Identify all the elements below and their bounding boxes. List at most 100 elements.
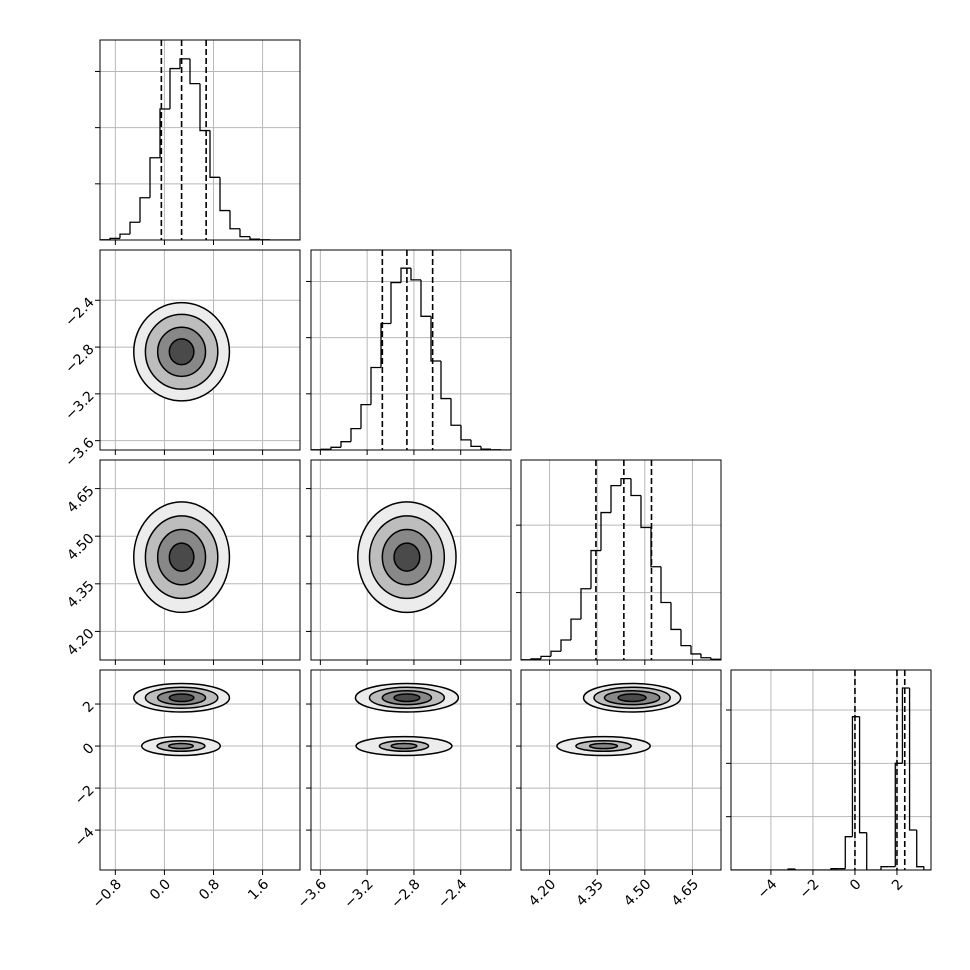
histogram-bin bbox=[179, 58, 190, 69]
histogram-bin bbox=[139, 197, 150, 223]
panel-frame bbox=[99, 459, 301, 661]
contour bbox=[588, 742, 619, 750]
histogram-bin bbox=[460, 425, 471, 441]
panel-frame bbox=[99, 249, 301, 451]
histogram-bin bbox=[880, 866, 889, 870]
histogram-bin bbox=[169, 67, 180, 109]
histogram-bin bbox=[119, 233, 130, 239]
histogram-bin bbox=[620, 478, 631, 486]
panel-frame bbox=[310, 459, 512, 661]
panel bbox=[311, 250, 511, 450]
contour bbox=[168, 338, 195, 366]
y-tick-label: −3.6 bbox=[62, 435, 97, 470]
histogram-bin bbox=[380, 322, 391, 368]
x-tick-label: 4.20 bbox=[526, 876, 559, 909]
histogram-bin bbox=[480, 446, 491, 450]
y-tick-label: 4.35 bbox=[64, 578, 97, 611]
histogram-bin bbox=[894, 762, 903, 867]
histogram-bin bbox=[660, 566, 671, 604]
histogram-bin bbox=[330, 446, 341, 450]
y-tick-label: −2.8 bbox=[62, 341, 97, 376]
panel-frame bbox=[99, 669, 301, 871]
contour bbox=[390, 742, 418, 750]
histogram-bin bbox=[109, 237, 120, 240]
panel bbox=[100, 670, 300, 870]
histogram-bin bbox=[370, 366, 381, 405]
x-tick-label: 0 bbox=[847, 876, 865, 894]
panel-frame bbox=[730, 669, 932, 871]
histogram-bin bbox=[470, 439, 481, 448]
histogram-bin bbox=[249, 236, 260, 240]
x-tick-label: −3.6 bbox=[295, 876, 330, 911]
histogram-bin bbox=[570, 618, 581, 640]
histogram-bin bbox=[430, 316, 441, 362]
histogram-bin bbox=[560, 639, 571, 652]
y-tick-label: 4.65 bbox=[64, 483, 97, 516]
y-tick-label: −2 bbox=[72, 782, 98, 808]
histogram-bin bbox=[600, 511, 611, 551]
histogram-bin bbox=[530, 658, 541, 660]
y-tick-label: −4 bbox=[72, 824, 98, 850]
histogram-bin bbox=[129, 221, 140, 235]
histogram-bin bbox=[690, 645, 701, 655]
contour bbox=[617, 693, 647, 703]
histogram-bin bbox=[189, 58, 200, 85]
histogram-bin bbox=[219, 177, 230, 212]
histogram-bin bbox=[350, 428, 361, 442]
histogram-bin bbox=[630, 478, 641, 497]
panel bbox=[100, 40, 300, 240]
panel bbox=[311, 460, 511, 660]
panel bbox=[311, 670, 511, 870]
histogram-bin bbox=[450, 398, 461, 426]
histogram-bin bbox=[866, 832, 874, 870]
contour bbox=[168, 693, 195, 703]
x-tick-label: −0.8 bbox=[90, 876, 125, 911]
histogram-bin bbox=[390, 281, 401, 324]
contour bbox=[393, 542, 421, 572]
x-tick-label: 1.6 bbox=[245, 876, 272, 903]
histogram-bin bbox=[340, 441, 351, 448]
x-tick-label: −2.4 bbox=[435, 876, 470, 911]
histogram-bin bbox=[610, 484, 621, 513]
histogram-bin bbox=[916, 830, 924, 868]
panel bbox=[521, 460, 721, 660]
y-tick-label: −2.4 bbox=[62, 295, 97, 330]
histogram-bin bbox=[908, 688, 917, 831]
y-tick-label: 4.50 bbox=[64, 531, 97, 564]
histogram-bin bbox=[209, 130, 220, 178]
y-tick-label: 2 bbox=[80, 698, 98, 716]
panel bbox=[100, 460, 300, 660]
histogram-bin bbox=[159, 108, 170, 158]
histogram-bin bbox=[440, 361, 451, 400]
histogram-bin bbox=[650, 527, 661, 568]
x-tick-label: −4 bbox=[755, 876, 781, 902]
y-tick-label: 4.20 bbox=[64, 626, 97, 659]
x-tick-label: 4.50 bbox=[621, 876, 654, 909]
histogram-bin bbox=[229, 210, 240, 230]
histogram-bin bbox=[700, 653, 711, 659]
panel bbox=[731, 670, 931, 870]
histogram-bin bbox=[590, 549, 601, 589]
panel-frame bbox=[520, 459, 722, 661]
histogram-bin bbox=[901, 687, 910, 764]
histogram-bin bbox=[400, 267, 411, 283]
histogram-bin bbox=[360, 403, 371, 429]
y-tick-label: −3.2 bbox=[62, 388, 97, 423]
panel-frame bbox=[310, 249, 512, 451]
histogram-bin bbox=[410, 268, 421, 281]
histogram-bin bbox=[844, 836, 853, 869]
histogram-bin bbox=[199, 83, 210, 132]
histogram-bin bbox=[670, 602, 681, 631]
contour bbox=[168, 542, 195, 572]
histogram-bin bbox=[680, 629, 691, 647]
x-tick-label: 4.65 bbox=[669, 876, 702, 909]
y-tick-label: 0 bbox=[80, 740, 98, 758]
panel bbox=[100, 250, 300, 450]
histogram-bin bbox=[580, 588, 591, 620]
histogram-bin bbox=[851, 716, 860, 837]
histogram-bin bbox=[420, 279, 431, 317]
histogram-bin bbox=[858, 716, 867, 834]
histogram-bin bbox=[149, 157, 160, 198]
panel-frame bbox=[99, 39, 301, 241]
panel bbox=[521, 670, 721, 870]
